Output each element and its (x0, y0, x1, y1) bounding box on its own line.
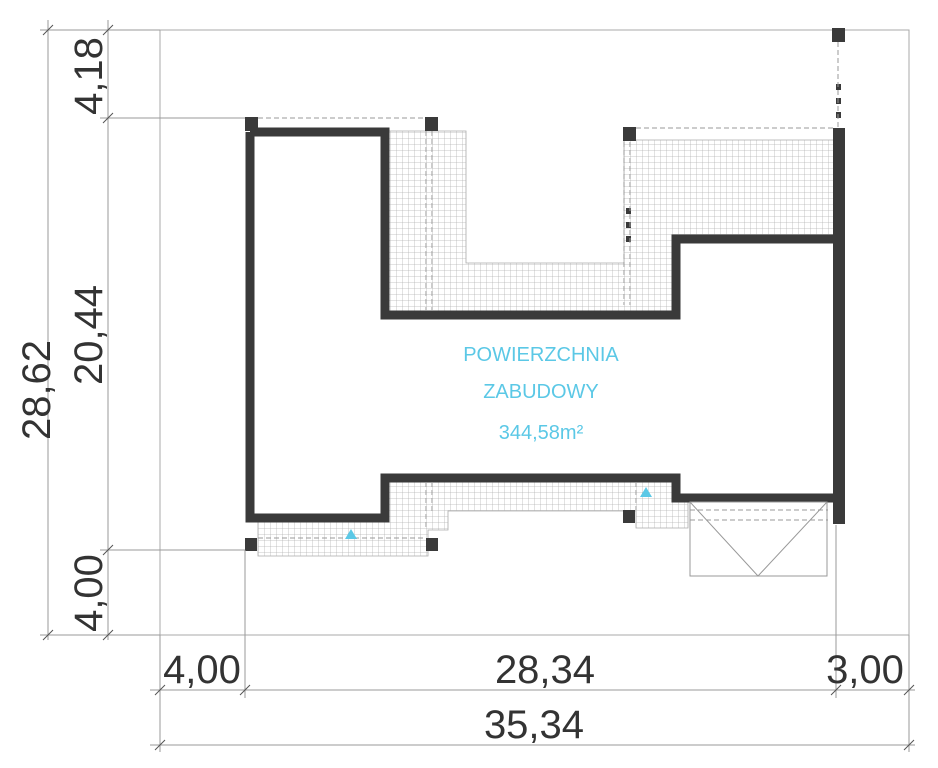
pillars (245, 28, 845, 551)
area-label-line2: ZABUDOWY (483, 381, 599, 403)
carport-canopy (689, 501, 828, 577)
plot-boundary (159, 29, 910, 636)
building-walls (245, 127, 838, 523)
entrance-arrow-icon (345, 529, 357, 539)
dim-left-bottom: 4,00 (67, 554, 111, 632)
area-value: 344,58m² (499, 422, 584, 444)
dim-left-top: 4,18 (67, 37, 111, 115)
bottom-dimension-lines (150, 525, 915, 752)
entrance-markers (345, 487, 652, 539)
dim-bottom-total: 35,34 (484, 703, 584, 747)
dim-bottom-right: 3,00 (826, 648, 904, 692)
dim-left-middle: 20,44 (67, 285, 111, 385)
roof-outlines (258, 42, 839, 539)
dim-bottom-middle: 28,34 (495, 648, 595, 692)
entrance-arrow-icon-2 (640, 487, 652, 497)
dim-bottom-left: 4,00 (163, 648, 241, 692)
right-wall (833, 128, 845, 524)
building-interior (254, 136, 836, 520)
left-dimension-lines (40, 20, 245, 641)
dim-left-total: 28,62 (15, 340, 59, 440)
area-label-line1: POWIERZCHNIA (463, 344, 619, 366)
